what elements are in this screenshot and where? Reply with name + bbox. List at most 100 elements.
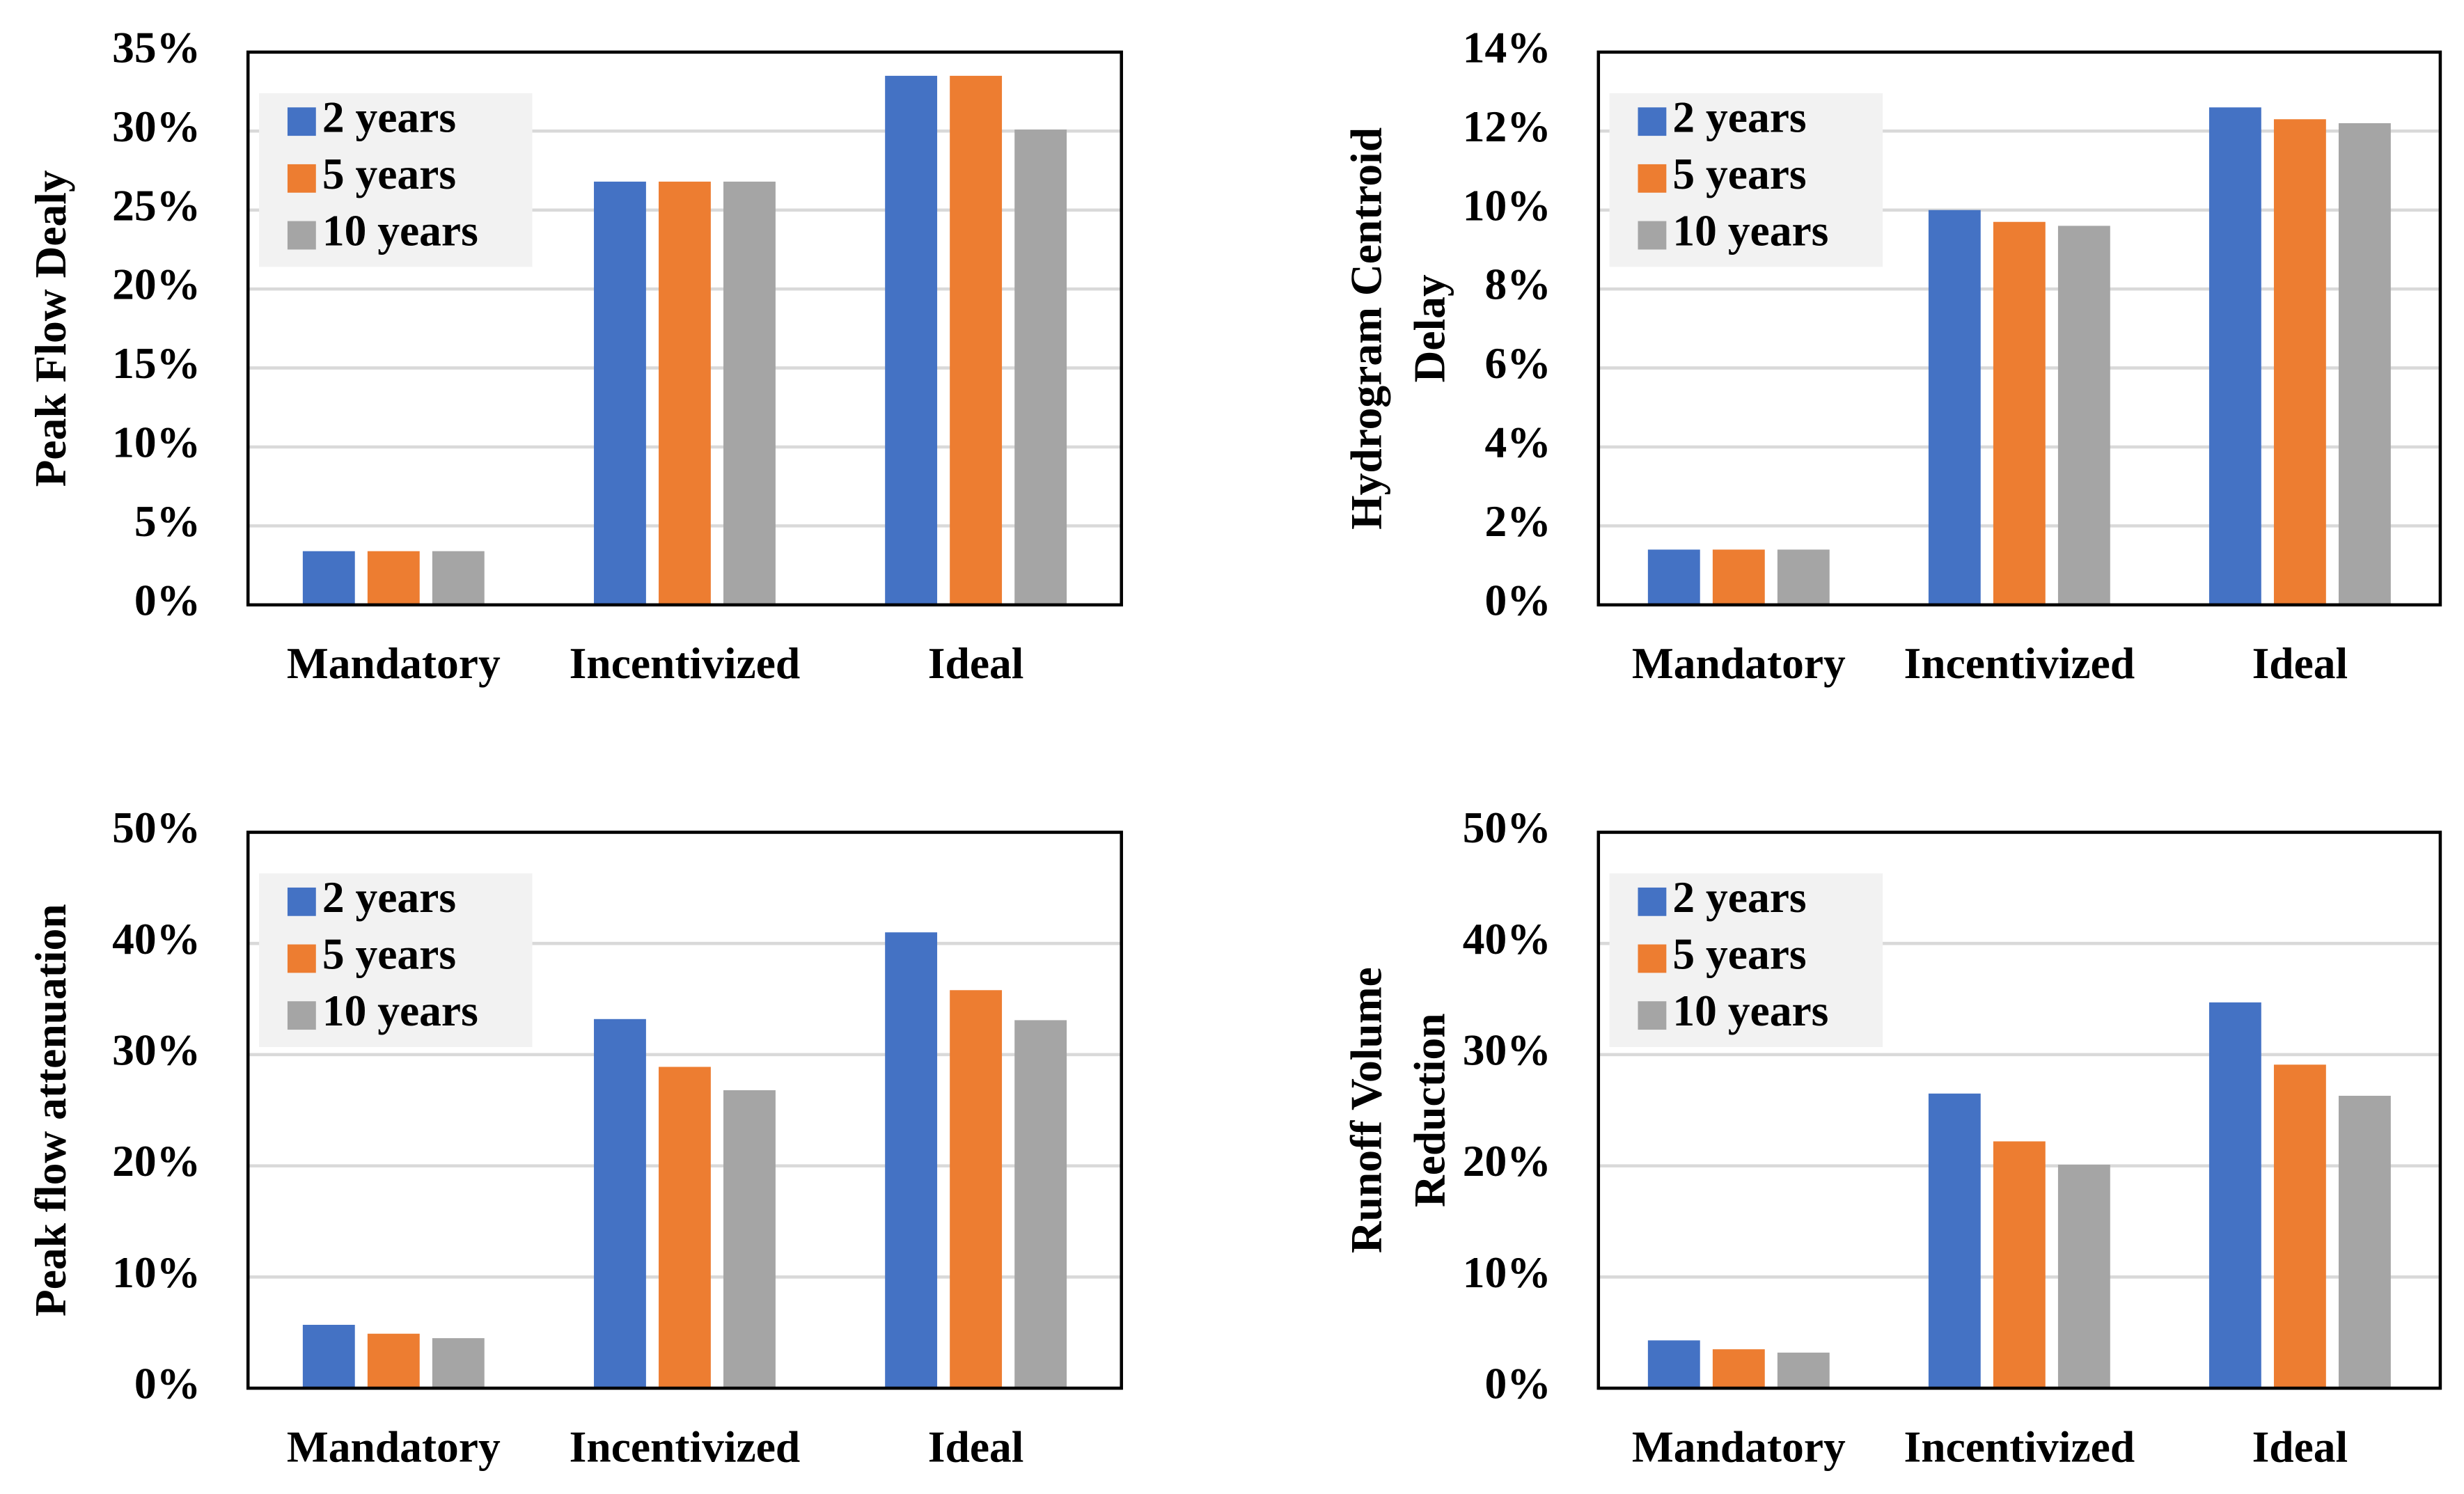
bar — [950, 990, 1003, 1389]
bar — [950, 75, 1003, 605]
y-tick-label: 0% — [134, 575, 201, 624]
y-tick-label: 30% — [112, 102, 201, 151]
bar — [2208, 1002, 2261, 1389]
y-tick-label: 25% — [112, 180, 201, 230]
bar — [1712, 1349, 1765, 1389]
x-tick-label: Mandatory — [1632, 638, 1846, 688]
bar — [432, 551, 485, 605]
bar — [1993, 221, 2046, 605]
y-axis-label: Delay — [1404, 274, 1454, 382]
plot-frame — [246, 831, 1123, 1390]
x-tick-label: Mandatory — [287, 638, 501, 688]
bar — [367, 551, 420, 605]
y-tick-label: 20% — [1463, 1136, 1551, 1186]
legend-swatch — [1638, 164, 1667, 193]
legend-label: 10 years — [1672, 986, 1828, 1035]
y-tick-label: 14% — [1463, 22, 1551, 72]
bar — [723, 1090, 776, 1389]
legend-label: 10 years — [322, 206, 478, 255]
bar — [659, 1067, 711, 1389]
bar — [1777, 549, 1830, 605]
bar — [302, 1324, 355, 1389]
y-tick-label: 10% — [1463, 1248, 1551, 1297]
y-tick-label: 30% — [1463, 1025, 1551, 1074]
x-tick-label: Incentivized — [1904, 638, 2135, 688]
bar — [2057, 226, 2110, 605]
bar — [885, 932, 938, 1389]
legend-swatch — [1638, 1001, 1667, 1030]
y-tick-label: 5% — [134, 496, 201, 546]
bar — [659, 181, 711, 605]
x-tick-label: Ideal — [2252, 638, 2348, 688]
bar — [432, 1338, 485, 1389]
x-tick-label: Ideal — [928, 638, 1024, 688]
bar — [594, 1019, 646, 1389]
bar — [2208, 107, 2261, 605]
legend-swatch — [287, 221, 316, 250]
y-tick-label: 35% — [112, 22, 201, 72]
y-tick-label: 40% — [112, 914, 201, 964]
y-tick-label: 10% — [112, 1248, 201, 1297]
x-tick-label: Incentivized — [1904, 1422, 2135, 1471]
legend-label: 5 years — [322, 149, 456, 198]
bar — [1928, 1093, 1981, 1389]
y-axis-label: Peak Flow Dealy — [26, 170, 75, 487]
plot-frame — [1596, 831, 2442, 1390]
legend-swatch — [1638, 944, 1667, 973]
y-tick-label: 20% — [112, 1136, 201, 1186]
bar — [302, 551, 355, 605]
bar — [1777, 1352, 1830, 1389]
bar — [2057, 1165, 2110, 1389]
legend-label: 5 years — [1672, 929, 1806, 979]
legend-swatch — [287, 944, 316, 973]
legend-label: 2 years — [1672, 872, 1806, 922]
x-tick-label: Mandatory — [287, 1422, 501, 1471]
bar — [2338, 1095, 2391, 1389]
y-tick-label: 8% — [1484, 260, 1551, 309]
y-tick-label: 40% — [1463, 914, 1551, 964]
legend-label: 10 years — [322, 986, 478, 1035]
y-tick-label: 20% — [112, 260, 201, 309]
bar — [1014, 129, 1067, 605]
legend-swatch — [287, 1001, 316, 1030]
legend-swatch — [1638, 107, 1667, 136]
y-axis-label: Hydrogram Centroid — [1342, 127, 1391, 530]
plot-frame — [246, 50, 1123, 607]
bar — [885, 75, 938, 605]
x-tick-label: Mandatory — [1632, 1422, 1846, 1471]
x-tick-label: Ideal — [928, 1422, 1024, 1471]
y-tick-label: 30% — [112, 1025, 201, 1074]
bar — [1928, 210, 1981, 605]
x-tick-label: Incentivized — [570, 1422, 801, 1471]
legend-label: 10 years — [1672, 206, 1828, 255]
y-tick-label: 0% — [134, 1359, 201, 1408]
x-tick-label: Ideal — [2252, 1422, 2348, 1471]
y-tick-label: 10% — [112, 418, 201, 467]
y-axis-label: Reduction — [1404, 1013, 1454, 1207]
legend-swatch — [1638, 221, 1667, 250]
legend-swatch — [287, 164, 316, 193]
bar — [1993, 1141, 2046, 1389]
legend-label: 5 years — [322, 929, 456, 979]
y-tick-label: 50% — [112, 803, 201, 852]
legend-label: 2 years — [322, 92, 456, 141]
y-tick-label: 0% — [1484, 575, 1551, 624]
y-axis-label: Runoff Volume — [1342, 967, 1391, 1253]
bar — [1014, 1020, 1067, 1389]
y-tick-label: 12% — [1463, 102, 1551, 151]
y-tick-label: 2% — [1484, 496, 1551, 546]
bar — [2273, 1064, 2326, 1389]
bar — [367, 1333, 420, 1389]
x-tick-label: Incentivized — [570, 638, 801, 688]
bar — [2338, 123, 2391, 605]
legend-swatch — [1638, 887, 1667, 916]
bar — [723, 181, 776, 605]
y-tick-label: 50% — [1463, 803, 1551, 852]
y-tick-label: 10% — [1463, 180, 1551, 230]
legend-swatch — [287, 107, 316, 136]
y-axis-label: Peak flow attenuation — [26, 904, 75, 1316]
bar — [1647, 1340, 1700, 1389]
legend-swatch — [287, 887, 316, 916]
